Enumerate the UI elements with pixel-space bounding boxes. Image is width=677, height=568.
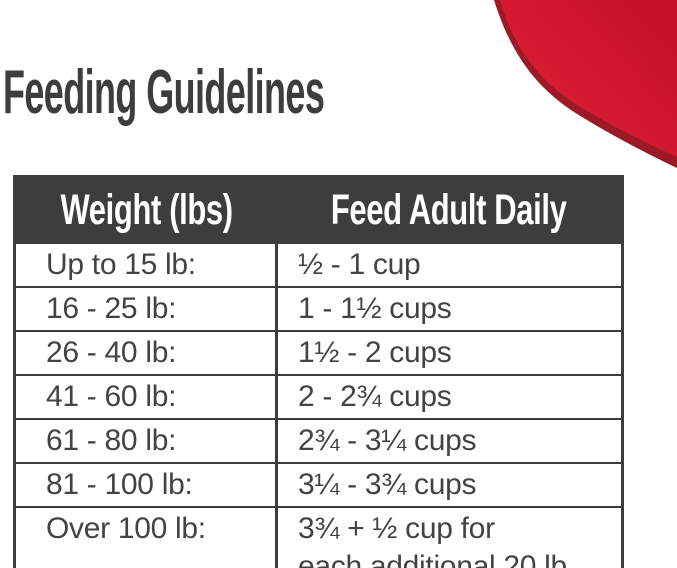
feed-cell: 2¾ - 3¼ cups (275, 418, 623, 463)
page-title: Feeding Guidelines (3, 58, 325, 127)
feed-cell: 3¾ + ½ cup for each additional 20 lb (275, 506, 623, 568)
table-row: 81 - 100 lb: 3¼ - 3¾ cups (14, 462, 623, 507)
weight-cell: 61 - 80 lb: (14, 418, 277, 463)
weight-cell: 26 - 40 lb: (14, 330, 277, 375)
weight-cell: Up to 15 lb: (14, 242, 277, 287)
column-header-feed-label: Feed Adult Daily (330, 185, 567, 234)
header-row: Weight (lbs) Feed Adult Daily (14, 176, 623, 243)
feed-cell: 2 - 2¾ cups (275, 374, 623, 419)
table-row: Over 100 lb: 3¾ + ½ cup for each additio… (14, 506, 623, 568)
table-row: Up to 15 lb: ½ - 1 cup (14, 242, 623, 287)
weight-cell: 41 - 60 lb: (14, 374, 277, 419)
feed-cell: 1½ - 2 cups (275, 330, 623, 375)
weight-cell: Over 100 lb: (14, 506, 277, 568)
weight-cell: 16 - 25 lb: (14, 286, 277, 331)
weight-cell: 81 - 100 lb: (14, 462, 277, 507)
feed-cell: ½ - 1 cup (275, 242, 623, 287)
red-swoosh-decoration (494, 0, 677, 168)
column-header-weight-label: Weight (lbs) (60, 185, 233, 234)
feed-cell: 3¼ - 3¾ cups (275, 462, 623, 507)
feed-cell: 1 - 1½ cups (275, 286, 623, 331)
column-header-feed: Feed Adult Daily (276, 176, 623, 243)
table-row: 26 - 40 lb: 1½ - 2 cups (14, 330, 623, 375)
table-row: 16 - 25 lb: 1 - 1½ cups (14, 286, 623, 331)
table-row: 61 - 80 lb: 2¾ - 3¼ cups (14, 418, 623, 463)
feeding-table: Weight (lbs) Feed Adult Daily Up to 15 l… (13, 175, 624, 568)
column-header-weight: Weight (lbs) (14, 176, 277, 243)
table-row: 41 - 60 lb: 2 - 2¾ cups (14, 374, 623, 419)
swoosh-main (500, 0, 677, 157)
